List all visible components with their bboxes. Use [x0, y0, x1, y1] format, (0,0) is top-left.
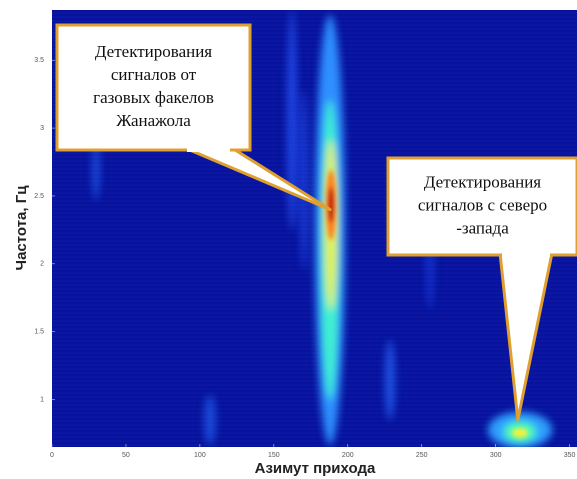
- y-axis-label: Частота, Гц: [13, 185, 30, 271]
- x-tick-label: 150: [268, 452, 280, 459]
- y-tick-label: 1: [40, 396, 44, 403]
- y-tick-label: 3.5: [34, 57, 44, 64]
- callout-text: сигналов с северо: [418, 195, 547, 214]
- page: {"chart_data": { "type": "spectrogram", …: [0, 0, 577, 479]
- callout-text: -запада: [456, 218, 509, 237]
- y-tick-label: 3: [40, 125, 44, 132]
- x-tick-label: 0: [50, 452, 54, 459]
- y-tick-label: 2.5: [34, 193, 44, 200]
- x-axis-label: Азимут прихода: [255, 460, 376, 477]
- x-tick-label: 350: [564, 452, 576, 459]
- y-tick-label: 1.5: [34, 328, 44, 335]
- callout-text: Жанажола: [116, 111, 191, 130]
- callout-text: Детектирования: [424, 172, 541, 191]
- x-tick-label: 300: [490, 452, 502, 459]
- x-tick-label: 50: [122, 452, 130, 459]
- x-tick-label: 100: [194, 452, 206, 459]
- chart: 0 50 100 150 200 250 300 350 1 1.5 2 2.5 3 3.5 Азимут …: [0, 0, 577, 479]
- callout-text: сигналов от: [111, 65, 197, 84]
- callout-text: газовых факелов: [93, 88, 214, 107]
- x-tick-label: 250: [416, 452, 428, 459]
- y-tick-label: 2: [40, 261, 44, 268]
- x-tick-label: 200: [342, 452, 354, 459]
- callout-join: [187, 148, 230, 152]
- callout-join: [502, 253, 550, 257]
- callout-text: Детектирования: [95, 42, 212, 61]
